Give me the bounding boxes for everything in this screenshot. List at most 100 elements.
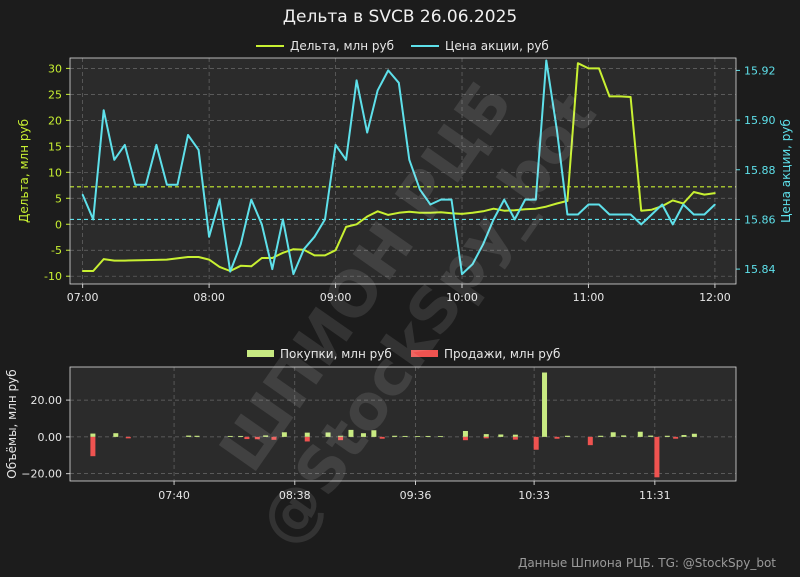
price-point bbox=[492, 218, 495, 221]
y-tick-label: 20.00 bbox=[31, 394, 63, 407]
sell-bar bbox=[462, 436, 468, 441]
price-point bbox=[566, 213, 569, 216]
delta-point bbox=[355, 223, 358, 226]
sell-bar bbox=[338, 436, 344, 441]
delta-point bbox=[92, 270, 94, 272]
price-point bbox=[345, 159, 347, 161]
x-tick-label: 10:00 bbox=[446, 291, 478, 304]
x-tick-label: 08:38 bbox=[279, 489, 311, 502]
price-point bbox=[81, 193, 84, 196]
delta-point bbox=[208, 258, 210, 261]
price-point bbox=[714, 203, 716, 206]
buy-bar bbox=[610, 432, 616, 437]
price-point bbox=[545, 59, 548, 62]
delta-point bbox=[545, 205, 548, 208]
price-point bbox=[239, 243, 242, 246]
buy-bar bbox=[238, 435, 244, 437]
delta-point bbox=[693, 191, 695, 193]
delta-point bbox=[440, 211, 442, 214]
legend-top: Дельта, млн руб Цена акции, руб bbox=[256, 39, 549, 53]
price-point bbox=[598, 203, 600, 206]
delta-point bbox=[566, 200, 569, 202]
price-point bbox=[92, 218, 94, 221]
delta-point bbox=[619, 95, 621, 98]
delta-price-chart: 07:00 08:00 09:00 10:00 11:00 12:00 -10 -5 0 5 10 1… bbox=[17, 57, 793, 304]
price-point bbox=[218, 198, 221, 201]
y2-tick-label: 15.88 bbox=[744, 164, 776, 177]
y-tick-label: 0.00 bbox=[38, 431, 63, 444]
buy-bar bbox=[542, 372, 548, 437]
delta-point bbox=[419, 212, 421, 214]
price-point bbox=[703, 213, 706, 216]
price-point bbox=[587, 203, 590, 206]
delta-point bbox=[703, 193, 706, 196]
delta-point bbox=[471, 212, 474, 214]
price-point bbox=[187, 134, 189, 136]
delta-line bbox=[82, 62, 716, 272]
price-point bbox=[629, 213, 632, 216]
delta-point bbox=[239, 265, 242, 267]
sell-bar bbox=[587, 436, 593, 446]
delta-point bbox=[324, 254, 326, 257]
delta-point bbox=[587, 67, 590, 70]
price-point bbox=[208, 236, 210, 238]
price-point bbox=[429, 203, 432, 206]
buy-bar bbox=[325, 432, 331, 437]
price-point bbox=[102, 109, 105, 111]
delta-point bbox=[376, 210, 379, 213]
price-point bbox=[440, 198, 442, 201]
buy-bar bbox=[637, 431, 643, 437]
plot-area-bottom bbox=[70, 367, 736, 481]
legend-buy-swatch bbox=[247, 350, 274, 357]
delta-point bbox=[608, 95, 611, 98]
price-point bbox=[513, 218, 516, 221]
delta-point bbox=[271, 257, 274, 259]
delta-point bbox=[345, 226, 347, 228]
price-point bbox=[650, 213, 653, 216]
sell-bar bbox=[512, 436, 518, 440]
x-tick-label: 10:33 bbox=[518, 489, 550, 502]
price-point bbox=[166, 183, 168, 186]
legend-buy-label: Покупки, млн руб bbox=[280, 347, 392, 361]
y-tick-label: −20.00 bbox=[21, 468, 62, 481]
price-point bbox=[113, 159, 116, 161]
buy-bar bbox=[621, 435, 627, 437]
delta-point bbox=[166, 258, 168, 261]
price-point bbox=[366, 131, 368, 134]
price-point bbox=[661, 203, 664, 206]
x-tick-label: 09:36 bbox=[400, 489, 432, 502]
price-point bbox=[640, 223, 642, 226]
price-point bbox=[260, 223, 263, 226]
buy-bar bbox=[598, 435, 604, 437]
x-tick-label: 07:00 bbox=[67, 291, 99, 304]
price-point bbox=[376, 89, 379, 92]
price-point bbox=[608, 213, 611, 216]
delta-point bbox=[292, 248, 295, 250]
price-point bbox=[556, 129, 558, 131]
buy-bar bbox=[483, 434, 489, 437]
y-tick-label: 30 bbox=[48, 62, 62, 75]
price-point bbox=[671, 223, 674, 226]
sell-bar bbox=[254, 436, 260, 440]
delta-point bbox=[556, 202, 558, 205]
price-point bbox=[471, 263, 474, 265]
x-tick-label: 11:31 bbox=[639, 489, 671, 502]
delta-point bbox=[397, 212, 400, 214]
delta-point bbox=[387, 214, 390, 216]
price-point bbox=[123, 144, 126, 146]
delta-point bbox=[671, 199, 674, 202]
legend-bottom: Покупки, млн руб Продажи, млн руб bbox=[247, 347, 560, 361]
price-point bbox=[619, 213, 621, 216]
buy-bar bbox=[348, 429, 354, 437]
plot-frame-bottom bbox=[69, 366, 737, 482]
sell-bar bbox=[244, 436, 250, 440]
delta-point bbox=[145, 259, 147, 261]
buy-bar bbox=[371, 430, 377, 437]
delta-point bbox=[714, 192, 716, 194]
buy-bar bbox=[564, 435, 570, 437]
buy-bar bbox=[392, 435, 398, 437]
delta-point bbox=[218, 266, 221, 268]
price-point bbox=[145, 183, 147, 186]
price-point bbox=[176, 183, 179, 186]
sell-bar bbox=[90, 436, 96, 457]
